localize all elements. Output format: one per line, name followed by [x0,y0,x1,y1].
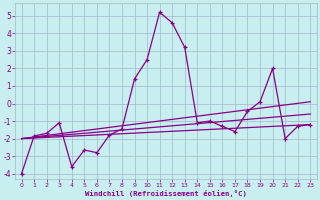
X-axis label: Windchill (Refroidissement éolien,°C): Windchill (Refroidissement éolien,°C) [85,190,247,197]
